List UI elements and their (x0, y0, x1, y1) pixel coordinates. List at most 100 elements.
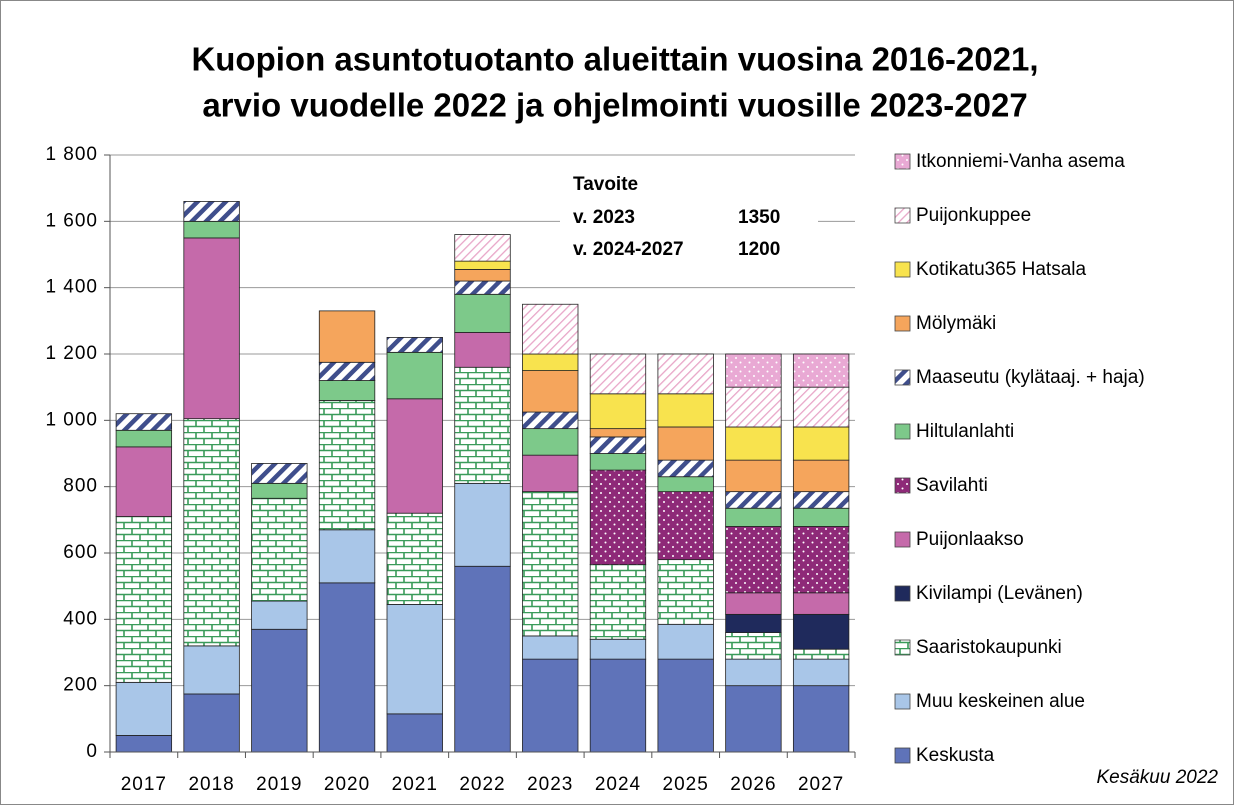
bar-segment (792, 526, 850, 594)
bar-segment (318, 361, 376, 381)
bar-segment (454, 482, 511, 567)
x-tick-label: 2023 (527, 774, 573, 795)
bar-segment (115, 446, 173, 517)
y-tick-label: 0 (86, 741, 98, 762)
x-tick-label: 2019 (256, 774, 302, 795)
legend-label: Itkonniemi-Vanha asema (916, 151, 1125, 172)
legend-swatch (894, 585, 911, 602)
bar-segment (386, 398, 443, 514)
legend-label: Maaseutu (kylätaaj. + haja) (916, 367, 1145, 388)
bar-segment (318, 582, 376, 753)
bar-segment (792, 592, 850, 615)
bar-segment (657, 491, 714, 561)
annotation-bg (560, 168, 818, 264)
y-tick-label: 1 200 (45, 343, 98, 364)
y-tick-label: 400 (63, 608, 98, 629)
legend-label: Mölymäki (916, 313, 996, 334)
bar-segment (725, 459, 782, 493)
y-tick-label: 1 600 (45, 210, 98, 231)
legend-swatch (894, 693, 911, 710)
annotation-value: 1200 (738, 239, 780, 260)
bar-segment (183, 220, 240, 239)
x-tick-label: 2027 (798, 774, 844, 795)
legend-label: Savilahti (916, 475, 988, 496)
bar-segment (792, 386, 850, 428)
bar-segment (522, 491, 579, 637)
y-tick-label: 1 000 (45, 409, 98, 430)
bar-segment (522, 635, 579, 660)
bar-segment (657, 353, 714, 395)
bar-segment (725, 507, 782, 527)
bar-segment (386, 713, 443, 753)
bar-segment (115, 413, 173, 431)
bar-segment (792, 613, 850, 650)
bar-segment (589, 469, 647, 566)
bar-segment (318, 380, 376, 401)
bar-segment (792, 685, 850, 753)
legend-swatch (894, 369, 911, 386)
bar-segment (725, 632, 782, 660)
annotation-label: v. 2023 (573, 207, 635, 228)
bar-segment (115, 516, 173, 683)
legend-label: Kotikatu365 Hatsala (916, 259, 1086, 280)
bar-segment (454, 332, 511, 368)
bar-segment (522, 658, 579, 753)
bar-segment (454, 293, 511, 333)
bar-segment (318, 529, 376, 584)
legend-label: Hiltulanlahti (916, 421, 1014, 442)
bar-segment (183, 201, 240, 222)
bar-segment (183, 645, 240, 695)
bar-segment (318, 400, 376, 531)
legend-label: Keskusta (916, 745, 995, 766)
legend-swatch (894, 531, 911, 548)
legend-label: Muu keskeinen alue (916, 691, 1085, 712)
legend-swatch (894, 261, 911, 278)
bar-segment (183, 693, 240, 753)
bar-segment (522, 428, 579, 456)
bar-segment (522, 370, 579, 413)
bar-segment (115, 429, 173, 448)
x-tick-label: 2022 (459, 774, 505, 795)
bar-segment (522, 303, 579, 355)
y-tick-label: 600 (63, 542, 98, 563)
bar-segment (792, 648, 850, 660)
bar-segment (386, 512, 443, 605)
chart-title: Kuopion asuntotuotanto alueittain vuosin… (191, 41, 1038, 78)
bar-segment (454, 234, 511, 262)
y-tick-label: 1 400 (45, 277, 98, 298)
y-tick-label: 1 800 (45, 144, 98, 165)
bar-segment (725, 526, 782, 594)
bar-segment (792, 459, 850, 493)
x-tick-label: 2024 (595, 774, 641, 795)
bar-segment (792, 426, 850, 461)
bar-segment (657, 426, 714, 461)
bar-segment (589, 564, 647, 640)
bar-segment (725, 386, 782, 428)
legend-swatch (894, 423, 911, 440)
bar-segment (454, 260, 511, 270)
bar-segment (657, 623, 714, 660)
bar-segment (386, 604, 443, 715)
bar-segment (725, 685, 782, 753)
y-tick-label: 200 (63, 675, 98, 696)
legend-label: Puijonkuppee (916, 205, 1031, 226)
bar-segment (589, 353, 647, 395)
bar-segment (522, 411, 579, 430)
note: Kesäkuu 2022 (1097, 767, 1219, 788)
bar-segment (725, 613, 782, 634)
legend-label: Saaristokaupunki (916, 637, 1062, 658)
bar-segment (792, 491, 850, 509)
legend-label: Kivilampi (Levänen) (916, 583, 1083, 604)
bar-segment (792, 353, 850, 388)
bar-segment (522, 454, 579, 493)
bar-segment (386, 351, 443, 400)
annotation-value: 1350 (738, 207, 780, 228)
bar-segment (657, 459, 714, 478)
bar-segment (589, 436, 647, 454)
x-tick-label: 2020 (324, 774, 370, 795)
annotation-heading: Tavoite (573, 174, 638, 195)
legend-swatch (894, 477, 911, 494)
chart-title: arvio vuodelle 2022 ja ohjelmointi vuosi… (202, 87, 1027, 124)
annotation-label: v. 2024-2027 (573, 239, 684, 260)
bar-segment (657, 476, 714, 493)
